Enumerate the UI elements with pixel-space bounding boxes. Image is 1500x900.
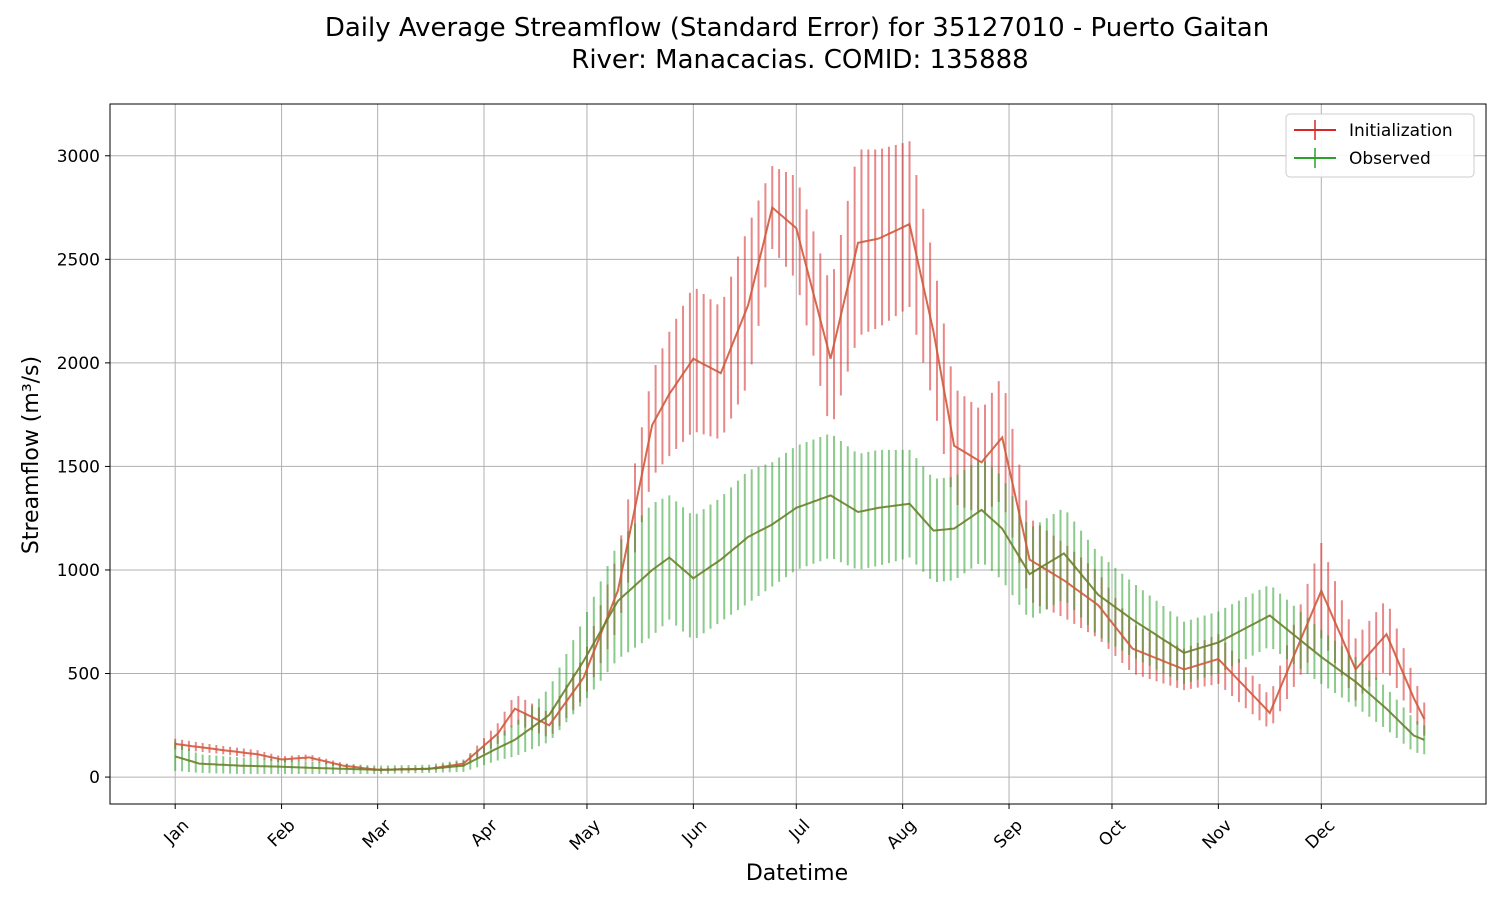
x-tick-label: Jun <box>678 816 712 850</box>
x-tick-label: Dec <box>1302 816 1339 853</box>
x-tick-label: Mar <box>359 816 396 853</box>
series-line-layer <box>174 205 1426 771</box>
y-axis-label: Streamflow (m³/s) <box>19 356 44 554</box>
y-tick-label: 2000 <box>57 354 100 374</box>
x-tick-label: Apr <box>467 816 502 851</box>
x-tick-label: Jul <box>785 816 814 845</box>
legend: Initialization Observed <box>1285 113 1475 178</box>
y-tick-label: 1500 <box>57 457 100 477</box>
x-tick-label: May <box>566 816 605 855</box>
x-tick-label: Sep <box>990 816 1027 853</box>
y-tick-label: 0 <box>89 768 100 788</box>
grid-layer <box>110 104 1486 804</box>
y-tick-label: 500 <box>68 665 100 685</box>
x-axis-label: Datetime <box>746 861 848 886</box>
x-tick-label: Nov <box>1199 816 1237 854</box>
x-tick-label: Aug <box>883 816 921 854</box>
y-tick-label: 2500 <box>57 250 100 270</box>
chart-subtitle: River: Manacacias. COMID: 135888 <box>571 45 1028 75</box>
x-tick-label: Oct <box>1095 816 1130 851</box>
x-tick-label: Jan <box>160 816 193 849</box>
x-tick-label: Feb <box>264 816 299 851</box>
legend-label-observed: Observed <box>1349 149 1431 169</box>
chart-title: Daily Average Streamflow (Standard Error… <box>325 13 1269 43</box>
plot-frame <box>109 103 1487 805</box>
y-tick-label: 3000 <box>57 147 100 167</box>
tick-layer: 0 500 1000 1500 2000 2500 3000 Jan Feb Mar Apr May J… <box>57 147 1340 855</box>
y-tick-label: 1000 <box>57 561 100 581</box>
legend-label-initialization: Initialization <box>1349 121 1453 141</box>
series-line-observed <box>174 494 1425 771</box>
